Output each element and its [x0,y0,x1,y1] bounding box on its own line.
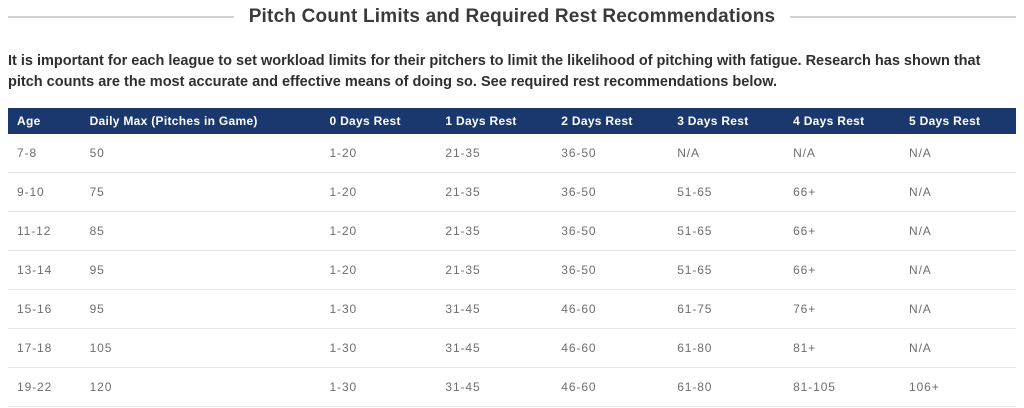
column-header-daily-max: Daily Max (Pitches in Game) [80,108,321,134]
rest-cell: 21-35 [436,134,553,173]
rest-cell: 31-45 [436,367,553,407]
title-rule-right [790,16,1017,18]
rest-cell: N/A [900,250,1016,290]
intro-text: It is important for each league to set w… [8,53,981,90]
age-cell: 11-12 [8,211,81,251]
daily-max-cell: 95 [80,289,321,329]
title-rule-left [8,16,234,18]
page-title: Pitch Count Limits and Required Rest Rec… [248,6,776,27]
section-header: Pitch Count Limits and Required Rest Rec… [8,5,1017,29]
rest-cell: 106+ [900,367,1016,407]
rest-cell: 1-30 [320,328,437,368]
rest-cell: 66+ [784,211,900,251]
age-cell: 19-22 [8,367,81,407]
pitch-count-table: Age Daily Max (Pitches in Game) 0 Days R… [8,108,1016,407]
rest-cell: 51-65 [668,250,785,290]
table-row: 19-22 120 1-30 31-45 46-60 61-80 81-105 … [8,367,1016,407]
rest-cell: 1-20 [320,211,437,251]
rest-cell: 36-50 [552,172,669,212]
rest-cell: 21-35 [436,172,553,212]
age-cell: 17-18 [8,328,81,368]
column-header-3-days-rest: 3 Days Rest [668,108,785,134]
rest-cell: 1-30 [320,367,437,407]
rest-cell: 1-20 [320,250,437,290]
rest-cell: N/A [900,172,1016,212]
rest-cell: 36-50 [552,134,669,173]
table-row: 9-10 75 1-20 21-35 36-50 51-65 66+ N/A [8,172,1016,212]
rest-cell: 81+ [784,328,900,368]
rest-cell: 76+ [784,289,900,329]
rest-cell: 66+ [784,172,900,212]
age-cell: 15-16 [8,289,81,329]
daily-max-cell: 50 [80,134,321,173]
table-row: 11-12 85 1-20 21-35 36-50 51-65 66+ N/A [8,211,1016,251]
rest-cell: N/A [900,289,1016,329]
rest-cell: 1-20 [320,172,437,212]
rest-cell: 36-50 [552,211,669,251]
column-header-4-days-rest: 4 Days Rest [784,108,900,134]
daily-max-cell: 75 [80,172,321,212]
column-header-age: Age [8,108,81,134]
rest-cell: N/A [784,134,900,173]
age-cell: 9-10 [8,172,81,212]
daily-max-cell: 105 [80,328,321,368]
rest-cell: 46-60 [552,328,669,368]
rest-cell: 21-35 [436,211,553,251]
rest-cell: 46-60 [552,289,669,329]
rest-cell: 31-45 [436,289,553,329]
rest-cell: 61-75 [668,289,785,329]
rest-cell: 61-80 [668,367,785,407]
column-header-1-days-rest: 1 Days Rest [436,108,553,134]
column-header-5-days-rest: 5 Days Rest [900,108,1016,134]
header-row: Age Daily Max (Pitches in Game) 0 Days R… [8,108,1016,134]
daily-max-cell: 120 [80,367,321,407]
table-row: 17-18 105 1-30 31-45 46-60 61-80 81+ N/A [8,328,1016,368]
rest-cell: 46-60 [552,367,669,407]
rest-cell: 31-45 [436,328,553,368]
rest-cell: N/A [668,134,785,173]
rest-cell: 36-50 [552,250,669,290]
table-row: 15-16 95 1-30 31-45 46-60 61-75 76+ N/A [8,289,1016,329]
table-row: 7-8 50 1-20 21-35 36-50 N/A N/A N/A [8,134,1016,173]
column-header-2-days-rest: 2 Days Rest [552,108,669,134]
age-cell: 13-14 [8,250,81,290]
rest-cell: 51-65 [668,211,785,251]
age-cell: 7-8 [8,134,81,173]
rest-cell: N/A [900,134,1016,173]
daily-max-cell: 85 [80,211,321,251]
rest-cell: 66+ [784,250,900,290]
rest-cell: N/A [900,328,1016,368]
rest-cell: 21-35 [436,250,553,290]
table-row: 13-14 95 1-20 21-35 36-50 51-65 66+ N/A [8,250,1016,290]
rest-cell: N/A [900,211,1016,251]
rest-cell: 81-105 [784,367,900,407]
column-header-0-days-rest: 0 Days Rest [320,108,437,134]
daily-max-cell: 95 [80,250,321,290]
rest-cell: 61-80 [668,328,785,368]
rest-cell: 1-20 [320,134,437,173]
rest-cell: 51-65 [668,172,785,212]
rest-cell: 1-30 [320,289,437,329]
